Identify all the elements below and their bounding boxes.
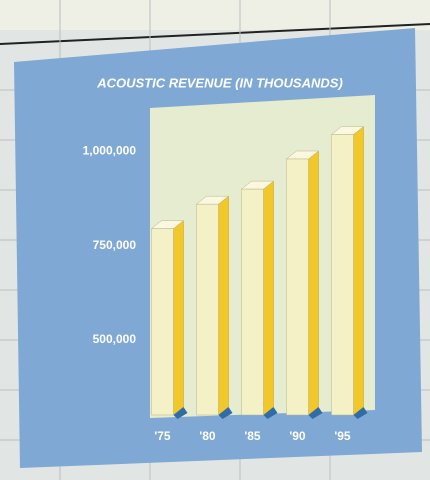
bar <box>286 158 309 416</box>
y-tick-label: 500,000 <box>93 332 137 346</box>
bar-side <box>173 220 184 416</box>
bar-shadow <box>173 407 188 419</box>
bar <box>196 203 219 416</box>
y-tick-label: 750,000 <box>93 238 137 252</box>
x-tick-label: '80 <box>199 429 216 443</box>
y-tick-label: 1,000,000 <box>83 144 137 158</box>
x-tick-label: '85 <box>244 429 261 443</box>
bar-side <box>263 180 274 416</box>
x-tick-label: '95 <box>334 429 351 443</box>
bar-shadow <box>353 407 368 419</box>
bar-shadow <box>263 407 278 419</box>
bar-shadow <box>218 407 233 419</box>
chart-title: ACOUSTIC REVENUE (IN THOUSANDS) <box>96 75 343 90</box>
bar-shadow <box>308 407 323 419</box>
x-tick-label: '90 <box>289 429 306 443</box>
bar-side <box>308 150 319 416</box>
bar <box>151 228 174 416</box>
bar <box>241 188 264 416</box>
bar-side <box>218 195 229 416</box>
x-tick-label: '75 <box>154 429 171 443</box>
bar <box>331 134 354 416</box>
bar-side <box>353 126 364 416</box>
